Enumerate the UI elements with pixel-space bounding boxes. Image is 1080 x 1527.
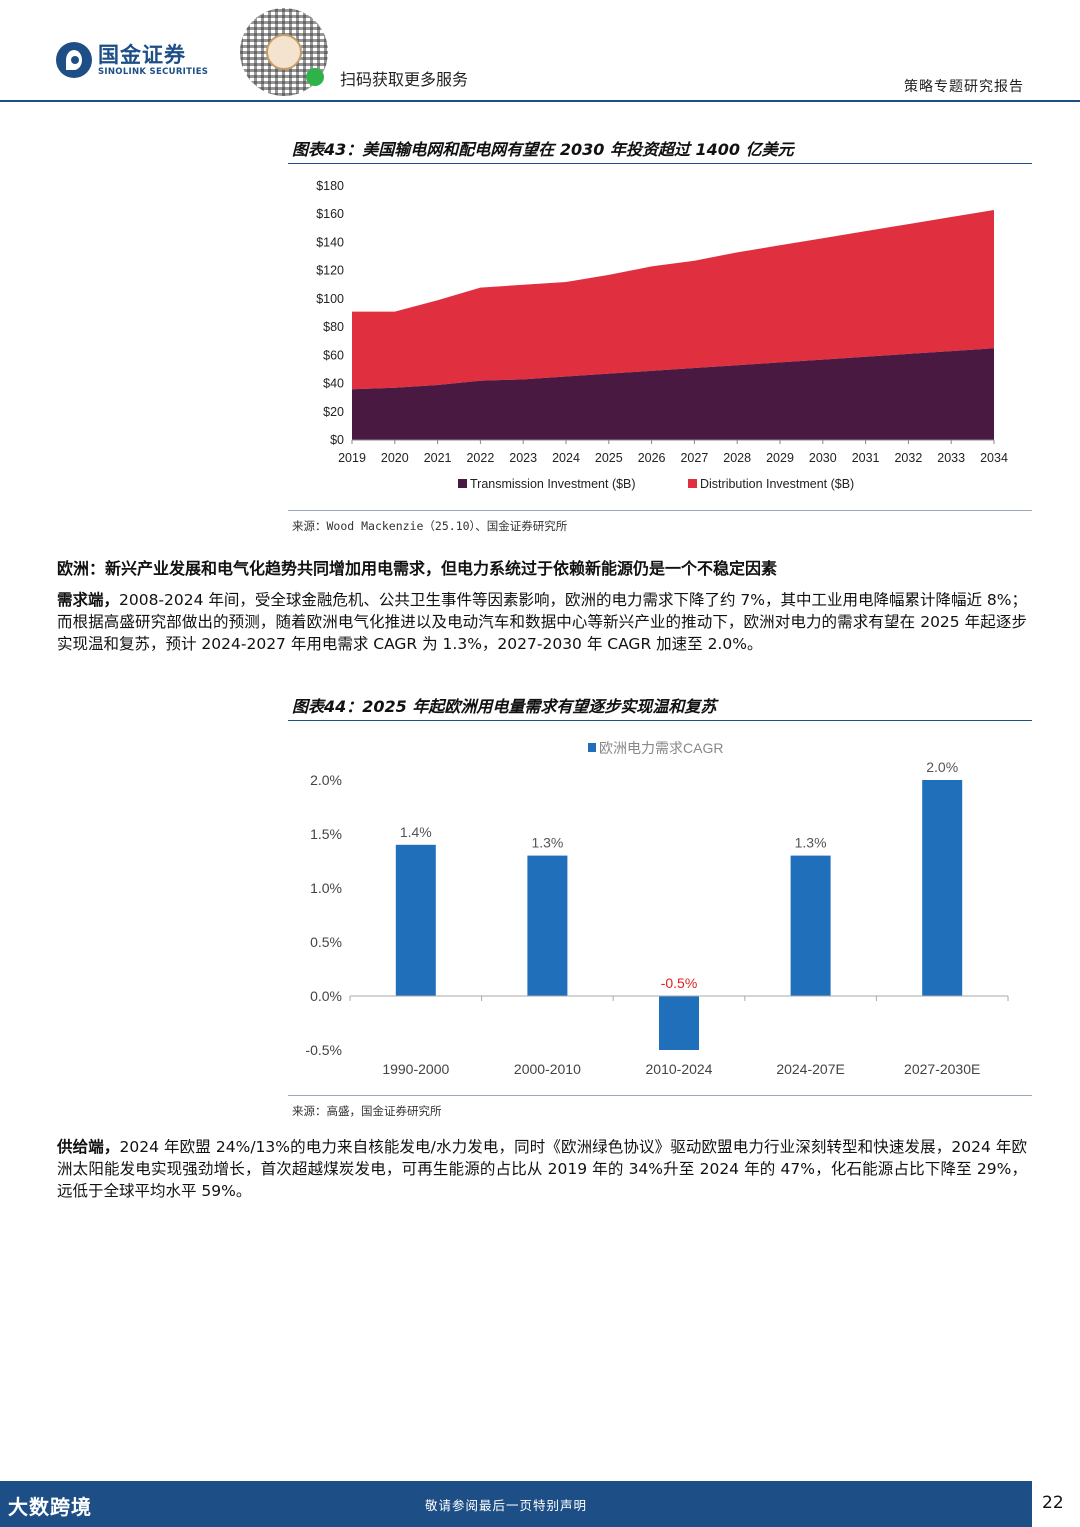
y-tick-label: 0.0% xyxy=(310,988,342,1004)
report-type: 策略专题研究报告 xyxy=(904,79,1024,95)
bar-1990-2000 xyxy=(395,844,436,996)
x-category-label: 2010-2024 xyxy=(646,1061,713,1077)
x-tick-label: 2024 xyxy=(552,451,580,465)
section-heading-europe: 欧洲：新兴产业发展和电气化趋势共同增加用电需求，但电力系统过于依赖新能源仍是一个… xyxy=(57,559,778,578)
legend-label-distribution: Distribution Investment ($B) xyxy=(700,477,854,491)
footer-brand: 大数跨境 xyxy=(8,1495,92,1519)
figure-44-source: 来源：高盛，国金证券研究所 xyxy=(292,1104,442,1118)
bar-data-label: 1.3% xyxy=(795,835,827,851)
bar-2024-207E xyxy=(790,855,831,996)
y-tick-label: 2.0% xyxy=(310,772,342,788)
x-category-label: 1990-2000 xyxy=(382,1061,449,1077)
x-tick-label: 2027 xyxy=(680,451,708,465)
bar-data-label: 2.0% xyxy=(926,759,958,775)
figure-43-chart: $0 $20 $40 $60 $80 $100 $120 $140 $160 $180 2019 20… xyxy=(316,179,1008,491)
company-logo: 国金证券 SINOLINK SECURITIES xyxy=(56,42,208,78)
y-tick-label: $20 xyxy=(323,405,344,419)
figure-43-top-rule xyxy=(288,163,1032,164)
y-tick-label: 0.5% xyxy=(310,934,342,950)
logo-name-en: SINOLINK SECURITIES xyxy=(98,66,209,77)
figure-44-top-rule xyxy=(288,720,1032,721)
y-tick-label: $0 xyxy=(330,433,344,447)
distribution-investment-area xyxy=(352,209,994,390)
sinolink-logo-icon xyxy=(56,42,92,78)
x-category-label: 2000-2010 xyxy=(514,1061,581,1077)
legend-swatch-transmission xyxy=(458,479,467,488)
bar-2027-2030E xyxy=(922,780,963,996)
bar-2000-2010 xyxy=(527,855,568,996)
y-tick-label: 1.0% xyxy=(310,880,342,896)
supply-lead: 供给端， xyxy=(57,1138,120,1156)
scan-prompt: 扫码获取更多服务 xyxy=(340,70,469,89)
page-number: 22 xyxy=(1042,1493,1064,1513)
page-footer: 大数跨境 敬请参阅最后一页特别声明 22 xyxy=(0,1481,1080,1527)
x-tick-label: 2032 xyxy=(894,451,922,465)
supply-text: 2024 年欧盟 24%/13%的电力来自核能发电/水力发电，同时《欧洲绿色协议… xyxy=(57,1138,1027,1200)
legend-label-transmission: Transmission Investment ($B) xyxy=(470,477,636,491)
x-tick-label: 2025 xyxy=(595,451,623,465)
y-tick-label: $80 xyxy=(323,320,344,334)
legend-swatch-distribution xyxy=(688,479,697,488)
bar-2010-2024 xyxy=(659,996,699,1050)
transmission-investment-area xyxy=(352,348,994,440)
figure-44-bottom-rule xyxy=(288,1095,1032,1096)
figure-43-source: 来源：Wood Mackenzie（25.10）、国金证券研究所 xyxy=(292,519,568,533)
figure-44-chart: 欧洲电力需求CAGR -0.5% 0.0% 0.5% 1.0% 1.5% 2.0% 1.4% 1… xyxy=(305,740,1009,1077)
figure-43-title: 图表43：美国输电网和配电网有望在 2030 年投资超过 1400 亿美元 xyxy=(292,140,794,159)
x-tick-label: 2023 xyxy=(509,451,537,465)
footer-disclaimer: 敬请参阅最后一页特别声明 xyxy=(425,1498,588,1513)
x-category-label: 2024-207E xyxy=(776,1061,845,1077)
qr-center-logo-icon xyxy=(266,34,302,70)
figure-44-title: 图表44：2025 年起欧洲用电量需求有望逐步实现温和复苏 xyxy=(292,697,717,716)
demand-paragraph: 需求端，2008-2024 年间，受全球金融危机、公共卫生事件等因素影响，欧洲的… xyxy=(57,589,1027,655)
x-tick-label: 2033 xyxy=(937,451,965,465)
figure-43-bottom-rule xyxy=(288,510,1032,511)
y-tick-label: $60 xyxy=(323,348,344,362)
demand-lead: 需求端， xyxy=(57,591,120,609)
legend-swatch-cagr xyxy=(588,743,596,752)
x-tick-label: 2022 xyxy=(466,451,494,465)
demand-text: 2008-2024 年间，受全球金融危机、公共卫生事件等因素影响，欧洲的电力需求… xyxy=(57,591,1027,653)
supply-paragraph: 供给端，2024 年欧盟 24%/13%的电力来自核能发电/水力发电，同时《欧洲… xyxy=(57,1136,1027,1202)
x-tick-label: 2026 xyxy=(638,451,666,465)
y-tick-label: $100 xyxy=(316,292,344,306)
y-tick-label: 1.5% xyxy=(310,826,342,842)
y-tick-label: $180 xyxy=(316,179,344,193)
x-tick-label: 2019 xyxy=(338,451,366,465)
x-tick-label: 2030 xyxy=(809,451,837,465)
header-divider xyxy=(0,100,1080,102)
y-tick-label: $140 xyxy=(316,235,344,249)
bar-data-label: -0.5% xyxy=(661,975,698,991)
x-tick-label: 2020 xyxy=(381,451,409,465)
footer-bar xyxy=(0,1481,1032,1527)
y-tick-label: -0.5% xyxy=(305,1042,342,1058)
y-tick-label: $40 xyxy=(323,377,344,391)
x-tick-label: 2031 xyxy=(852,451,880,465)
logo-name-cn: 国金证券 xyxy=(98,42,186,67)
y-tick-label: $160 xyxy=(316,207,344,221)
x-category-label: 2027-2030E xyxy=(904,1061,980,1077)
wechat-badge-icon xyxy=(306,68,324,86)
x-tick-label: 2028 xyxy=(723,451,751,465)
bar-data-label: 1.4% xyxy=(400,824,432,840)
legend-label-cagr: 欧洲电力需求CAGR xyxy=(599,740,723,756)
bar-data-label: 1.3% xyxy=(531,835,563,851)
x-tick-label: 2021 xyxy=(424,451,452,465)
y-tick-label: $120 xyxy=(316,264,344,278)
x-tick-label: 2029 xyxy=(766,451,794,465)
page-header: 国金证券 SINOLINK SECURITIES 扫码获取更多服务 策略专题研究… xyxy=(0,0,1080,102)
x-tick-label: 2034 xyxy=(980,451,1008,465)
